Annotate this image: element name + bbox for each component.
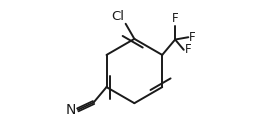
Text: F: F	[185, 43, 191, 56]
Text: Cl: Cl	[111, 10, 124, 23]
Text: F: F	[189, 31, 196, 44]
Text: N: N	[66, 103, 76, 117]
Text: F: F	[172, 12, 179, 25]
